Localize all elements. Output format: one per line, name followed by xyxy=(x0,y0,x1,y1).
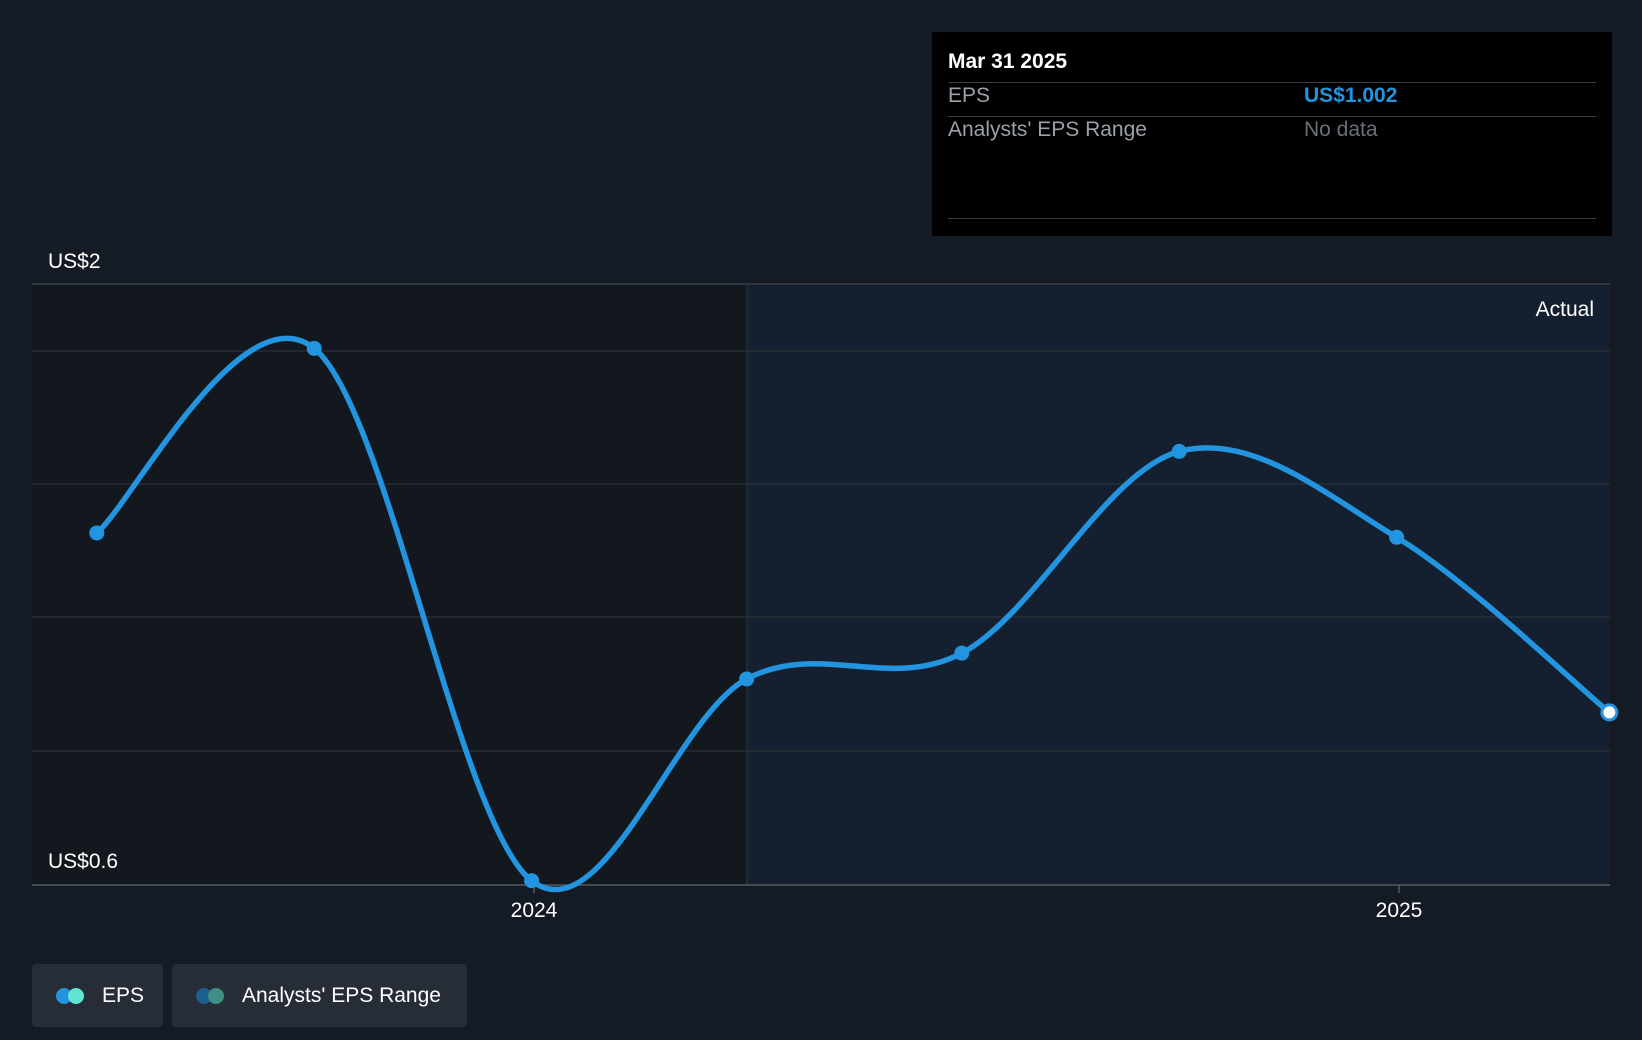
tooltip-range-label: Analysts' EPS Range xyxy=(948,118,1147,141)
eps-point[interactable] xyxy=(954,645,970,661)
legend-range-label: Analysts' EPS Range xyxy=(242,983,441,1007)
eps-point[interactable] xyxy=(524,873,540,889)
legend-eps-label: EPS xyxy=(102,983,145,1007)
legend-analysts-range-button[interactable]: Analysts' EPS Range xyxy=(172,964,467,1027)
legend-dot xyxy=(208,987,224,1004)
x-tick-label-2025: 2025 xyxy=(1376,899,1423,922)
legend-eps-button[interactable]: EPS xyxy=(32,964,163,1027)
tooltip-divider xyxy=(948,82,1596,83)
y-label-bottom: US$0.6 xyxy=(48,850,118,873)
eps-point-selected[interactable] xyxy=(1600,703,1619,722)
range-legend-icon xyxy=(196,987,226,1004)
tooltip-eps-label: EPS xyxy=(948,84,991,107)
eps-points xyxy=(89,340,1619,889)
tooltip-range-value: No data xyxy=(1304,118,1378,141)
tooltip-eps-value: US$1.002 xyxy=(1304,84,1398,107)
legend-dot xyxy=(68,987,84,1004)
tooltip-date: Mar 31 2025 xyxy=(948,50,1068,73)
eps-point[interactable] xyxy=(1389,529,1405,545)
past-region-bg xyxy=(32,284,747,885)
eps-point[interactable] xyxy=(1171,443,1187,459)
eps-point[interactable] xyxy=(739,671,755,687)
eps-series-line xyxy=(94,335,1613,893)
tooltip-divider xyxy=(948,218,1596,219)
x-tick-label-2024: 2024 xyxy=(511,899,558,922)
eps-tooltip: Mar 31 2025 EPS US$1.002 Analysts' EPS R… xyxy=(932,32,1612,236)
actual-region-bg xyxy=(747,284,1610,885)
eps-legend-icon xyxy=(56,987,86,1004)
eps-point[interactable] xyxy=(306,340,322,356)
actual-region-label: Actual xyxy=(1536,298,1594,321)
y-label-top: US$2 xyxy=(48,250,101,273)
eps-point[interactable] xyxy=(89,525,105,541)
tooltip-divider xyxy=(948,116,1596,117)
